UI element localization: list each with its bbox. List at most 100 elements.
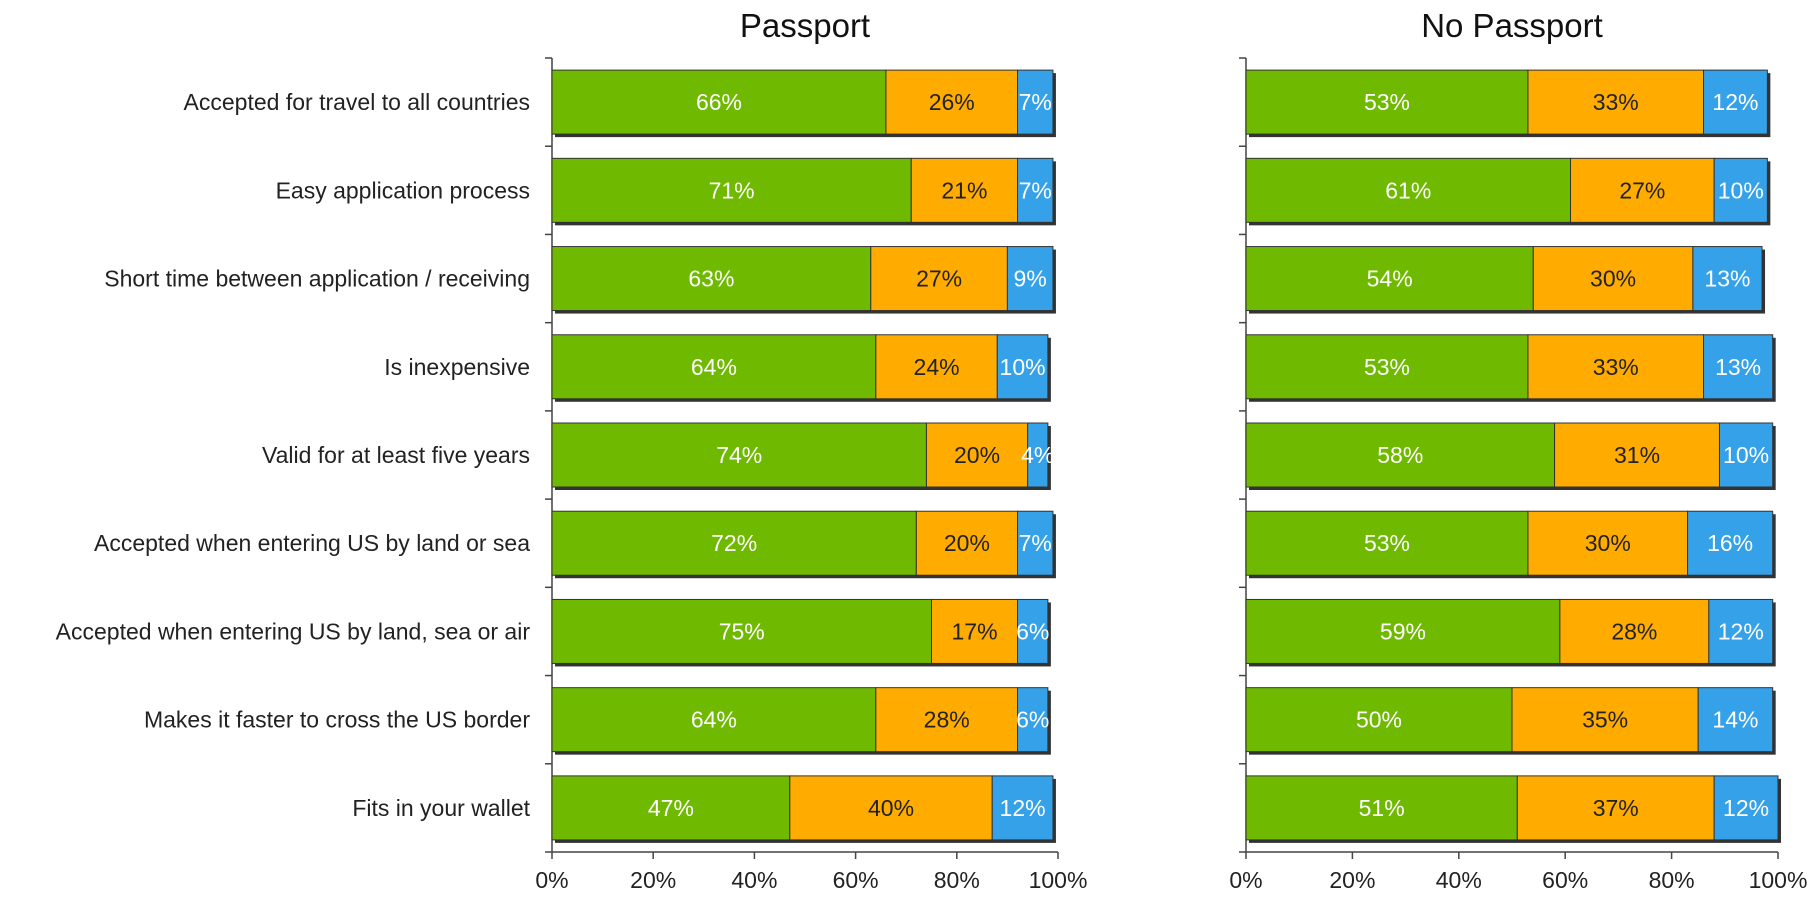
data-label: 37%	[1593, 795, 1639, 821]
data-label: 74%	[716, 442, 762, 468]
data-label: 50%	[1356, 707, 1402, 733]
bar-segment	[1527, 334, 1705, 400]
category-label: Is inexpensive	[384, 354, 530, 380]
data-label: 53%	[1364, 530, 1410, 556]
data-label: 10%	[1723, 442, 1769, 468]
category-label: Accepted when entering US by land, sea o…	[56, 618, 531, 644]
data-label: 26%	[929, 89, 975, 115]
bar-segment	[1516, 775, 1715, 841]
bar-segment	[1245, 422, 1556, 488]
bar-segment	[1527, 69, 1705, 135]
x-tick-label: 60%	[833, 867, 879, 893]
data-label: 64%	[691, 707, 737, 733]
data-label: 4%	[1021, 442, 1054, 468]
panel-title: No Passport	[1421, 7, 1603, 44]
data-label: 30%	[1590, 266, 1636, 292]
bar-segment	[1245, 246, 1534, 312]
x-tick-label: 80%	[934, 867, 980, 893]
data-label: 12%	[1712, 89, 1758, 115]
category-label: Accepted when entering US by land or sea	[94, 530, 530, 556]
bar-segment	[1245, 687, 1513, 753]
data-label: 71%	[709, 177, 755, 203]
bar-segment	[551, 334, 877, 400]
bar-segment	[1718, 422, 1774, 488]
data-label: 72%	[711, 530, 757, 556]
bar-segment	[1554, 422, 1720, 488]
bar-segment	[1527, 510, 1689, 576]
data-label: 7%	[1019, 177, 1052, 203]
data-label: 9%	[1014, 266, 1047, 292]
bar-segment	[1017, 69, 1054, 135]
data-label: 12%	[1723, 795, 1769, 821]
data-label: 20%	[944, 530, 990, 556]
bar-segment	[1017, 510, 1054, 576]
data-label: 33%	[1593, 354, 1639, 380]
bar-segment	[1017, 598, 1049, 664]
bar-segment	[1703, 69, 1768, 135]
bar-segment	[1703, 334, 1774, 400]
bar-segment	[1697, 687, 1774, 753]
data-label: 33%	[1593, 89, 1639, 115]
data-label: 13%	[1715, 354, 1761, 380]
x-tick-label: 80%	[1649, 867, 1695, 893]
data-label: 51%	[1359, 795, 1405, 821]
data-label: 16%	[1707, 530, 1753, 556]
bar-segment	[925, 422, 1029, 488]
bar-segment	[1017, 687, 1049, 753]
bar-segment	[991, 775, 1054, 841]
data-label: 6%	[1016, 618, 1049, 644]
data-label: 7%	[1019, 530, 1052, 556]
x-tick-label: 60%	[1542, 867, 1588, 893]
data-label: 21%	[941, 177, 987, 203]
bar-segment	[789, 775, 993, 841]
x-tick-label: 0%	[1229, 867, 1262, 893]
bar-segment	[1708, 598, 1774, 664]
data-label: 28%	[1611, 618, 1657, 644]
x-tick-label: 40%	[1436, 867, 1482, 893]
bar-segment	[1559, 598, 1710, 664]
bar-segment	[1692, 246, 1763, 312]
data-label: 59%	[1380, 618, 1426, 644]
bar-segment	[1687, 510, 1774, 576]
data-label: 20%	[954, 442, 1000, 468]
bar-segment	[1511, 687, 1699, 753]
panel-title: Passport	[740, 7, 870, 44]
data-label: 28%	[924, 707, 970, 733]
bar-segment	[1027, 422, 1049, 488]
bar-segment	[1017, 157, 1054, 223]
data-label: 12%	[1000, 795, 1046, 821]
x-tick-label: 100%	[1749, 867, 1808, 893]
data-label: 64%	[691, 354, 737, 380]
data-label: 13%	[1704, 266, 1750, 292]
bar-segment	[1245, 334, 1529, 400]
data-label: 10%	[1000, 354, 1046, 380]
data-label: 10%	[1718, 177, 1764, 203]
data-label: 53%	[1364, 89, 1410, 115]
bar-segment	[1713, 775, 1779, 841]
category-label: Valid for at least five years	[262, 442, 530, 468]
bar-segment	[1245, 510, 1529, 576]
bar-segment	[996, 334, 1049, 400]
x-tick-label: 20%	[630, 867, 676, 893]
data-label: 53%	[1364, 354, 1410, 380]
data-label: 40%	[868, 795, 914, 821]
data-label: 24%	[914, 354, 960, 380]
bar-segment	[551, 246, 872, 312]
bar-segment	[551, 157, 912, 223]
bar-segment	[551, 687, 877, 753]
bar-segment	[551, 422, 927, 488]
data-label: 75%	[719, 618, 765, 644]
category-label: Makes it faster to cross the US border	[144, 707, 530, 733]
bar-segment	[870, 246, 1008, 312]
data-label: 12%	[1718, 618, 1764, 644]
data-label: 35%	[1582, 707, 1628, 733]
category-label: Fits in your wallet	[352, 795, 530, 821]
x-tick-label: 20%	[1329, 867, 1375, 893]
x-tick-label: 0%	[535, 867, 568, 893]
bar-segment	[1245, 69, 1529, 135]
data-label: 61%	[1385, 177, 1431, 203]
bar-segment	[1245, 598, 1561, 664]
data-label: 58%	[1377, 442, 1423, 468]
bar-segment	[551, 775, 791, 841]
